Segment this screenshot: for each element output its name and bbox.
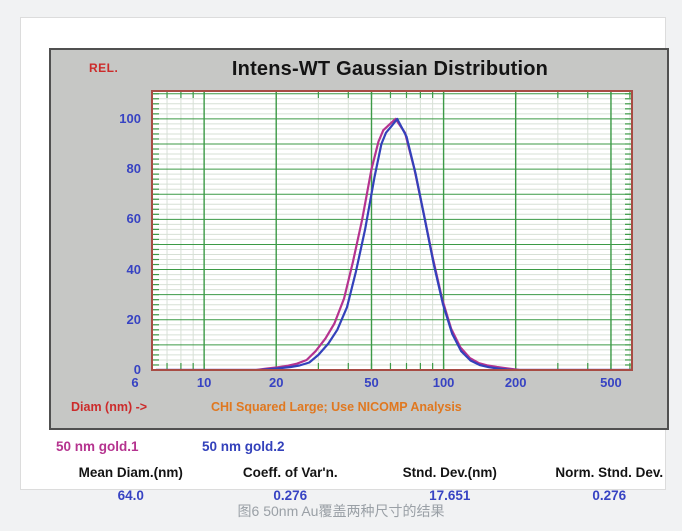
stat-label: Norm. Stnd. Dev. xyxy=(555,465,664,480)
stat-norm-standard-deviation: Norm. Stnd. Dev. 0.276 xyxy=(530,465,682,503)
x-axis-tick-labels: 6 10 20 50 100 200 500 xyxy=(131,375,633,395)
legend-item-gold-2: 50 nm gold.2 xyxy=(202,439,285,454)
statistics-row: Mean Diam.(nm) 64.0 Coeff. of Var'n. 0.2… xyxy=(51,465,682,503)
y-tick-label-80: 80 xyxy=(126,161,141,177)
y-tick-label-20: 20 xyxy=(126,311,141,327)
stat-value: 0.276 xyxy=(592,488,627,503)
stat-value: 64.0 xyxy=(117,488,144,503)
stat-value: 0.276 xyxy=(273,488,308,503)
curve-50-nm-gold-1 xyxy=(154,117,635,372)
instrument-panel: REL. Intens-WT Gaussian Distribution 0 20… xyxy=(49,48,669,430)
x-tick-label-6: 6 xyxy=(131,375,139,390)
status-message: CHI Squared Large; Use NICOMP Analysis xyxy=(211,400,462,414)
stat-label: Stnd. Dev.(nm) xyxy=(402,465,497,480)
stat-value: 17.651 xyxy=(429,488,471,503)
plot-area xyxy=(151,90,635,372)
y-tick-label-100: 100 xyxy=(119,110,141,126)
stat-label: Mean Diam.(nm) xyxy=(78,465,183,480)
legend-item-gold-1: 50 nm gold.1 xyxy=(56,439,139,454)
x-tick-label-10: 10 xyxy=(196,375,212,390)
y-axis-title: REL. xyxy=(89,61,119,75)
chart-title: Intens-WT Gaussian Distribution xyxy=(231,58,549,80)
x-tick-label-100: 100 xyxy=(432,375,455,390)
stat-coeff-of-variation: Coeff. of Var'n. 0.276 xyxy=(211,465,371,503)
y-tick-label-60: 60 xyxy=(126,211,141,227)
y-axis-tick-labels: 0 20 40 60 80 100 xyxy=(69,90,141,377)
plot-border xyxy=(151,90,633,371)
distribution-chart xyxy=(151,90,635,372)
x-tick-label-20: 20 xyxy=(268,375,284,390)
stat-mean-diameter: Mean Diam.(nm) 64.0 xyxy=(51,465,211,503)
x-tick-label-500: 500 xyxy=(600,375,622,390)
figure-content-box: REL. Intens-WT Gaussian Distribution 0 20… xyxy=(20,17,669,503)
stat-label: Coeff. of Var'n. xyxy=(242,465,338,480)
legend: 50 nm gold.1 50 nm gold.2 xyxy=(21,439,682,457)
x-tick-label-50: 50 xyxy=(364,375,379,390)
x-axis-title: Diam (nm) -> xyxy=(71,400,148,414)
y-tick-label-40: 40 xyxy=(126,261,141,277)
y-tick-label-0: 0 xyxy=(133,362,141,377)
x-tick-label-200: 200 xyxy=(504,375,527,390)
stat-standard-deviation: Stnd. Dev.(nm) 17.651 xyxy=(370,465,530,503)
plot-background xyxy=(151,90,633,371)
figure-caption: 图6 50nm Au覆盖两种尺寸的结果 xyxy=(237,503,445,519)
curve-50-nm-gold-2 xyxy=(154,117,635,372)
